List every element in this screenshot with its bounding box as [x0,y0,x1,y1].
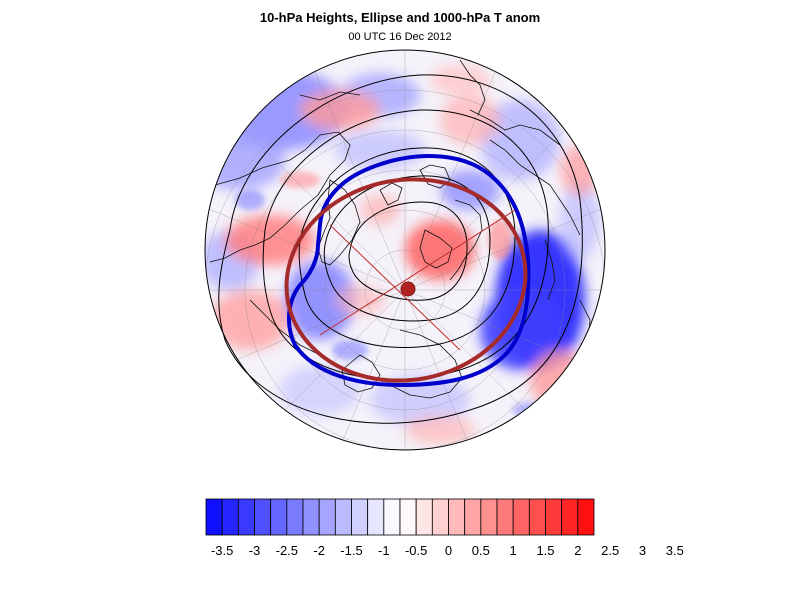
colorbar-tick-label: -3 [249,543,261,558]
ellipse-center-marker [400,281,416,297]
colorbar-tick-label: 2.5 [601,543,619,558]
colorbar-box [221,498,239,536]
colorbar-tick-label: 0.5 [472,543,490,558]
map-subtitle: 00 UTC 16 Dec 2012 [348,31,452,43]
colorbar-tick-label: -2.5 [276,543,298,558]
colorbar-box [464,498,482,536]
colorbar-box [286,498,304,536]
colorbar-box [351,498,369,536]
colorbar-box [431,498,449,536]
colorbar-box [545,498,563,536]
colorbar-box [254,498,272,536]
fitted-ellipse [284,177,528,383]
colorbar-box [205,498,223,536]
colorbar-box [302,498,320,536]
ellipse-axes [319,209,516,351]
colorbar-tick-label: 0 [445,543,452,558]
colorbar-box [383,498,401,536]
colorbar-box [367,498,385,536]
colorbar-tick-label: 3.5 [666,543,684,558]
colorbar-box [237,498,255,536]
colorbar-box [334,498,352,536]
colorbar-tick-label: 2 [574,543,581,558]
height-contours [218,74,583,424]
vortex-edge-contour [287,154,531,388]
map-title: 10-hPa Heights, Ellipse and 1000-hPa T a… [259,10,541,25]
colorbar-box [496,498,514,536]
map-boundary [204,49,606,451]
colorbar-tick-label: -1 [378,543,390,558]
colorbar-tick-label: 1.5 [536,543,554,558]
colorbar-box [399,498,417,536]
colorbar-box [561,498,579,536]
colorbar-box [415,498,433,536]
colorbar-tick-label: 3 [639,543,646,558]
colorbar-tick-label: -1.5 [340,543,362,558]
colorbar-tick-label: -2 [313,543,325,558]
colorbar-tick-label: -3.5 [211,543,233,558]
colorbar-boxes [205,498,595,536]
colorbar-box [480,498,498,536]
colorbar-box [448,498,466,536]
colorbar-labels: -3.5 -3 -2.5 -2 -1.5 -1 -0.5 0 0.5 1 1.5 2 2.5 3 3.5 [211,543,684,558]
colorbar-box [270,498,288,536]
colorbar-tick-label: -0.5 [405,543,427,558]
colorbar-box [577,498,595,536]
colorbar-box [512,498,530,536]
colorbar-box [318,498,336,536]
colorbar-box [528,498,546,536]
colorbar-tick-label: 1 [510,543,517,558]
